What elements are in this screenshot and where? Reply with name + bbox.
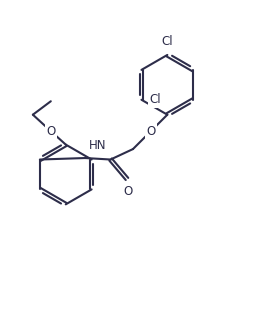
Text: O: O (46, 125, 55, 138)
Text: Cl: Cl (150, 93, 162, 106)
Text: O: O (146, 125, 155, 138)
Text: O: O (124, 185, 133, 198)
Text: Cl: Cl (162, 35, 173, 48)
Text: HN: HN (89, 139, 107, 152)
